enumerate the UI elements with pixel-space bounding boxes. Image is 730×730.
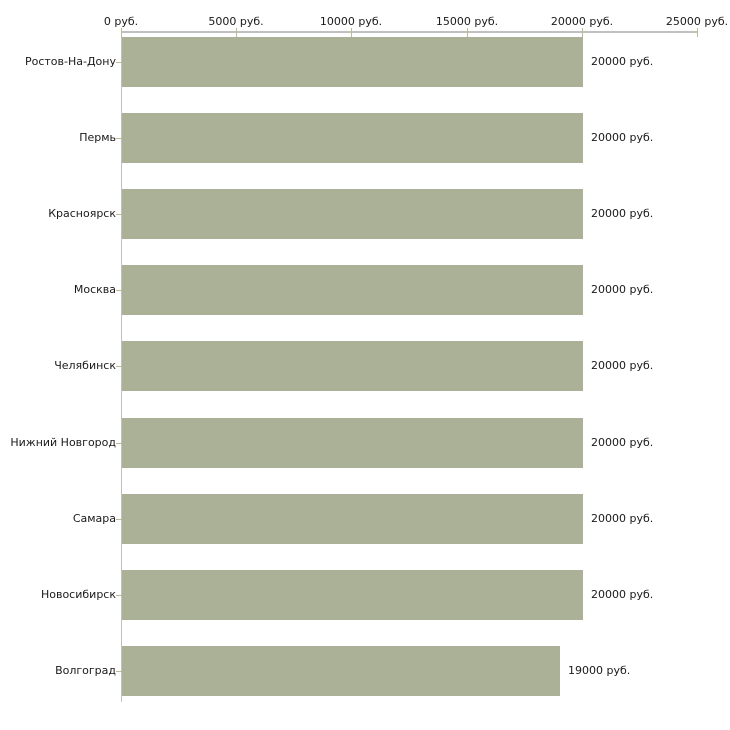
category-tick — [116, 671, 122, 672]
bar-value-label: 20000 руб. — [591, 359, 654, 372]
x-axis-tick — [121, 28, 122, 37]
x-axis-tick-label: 25000 руб. — [665, 15, 729, 28]
bar-value-label: 20000 руб. — [591, 588, 654, 601]
x-axis-tick — [697, 28, 698, 37]
category-label: Новосибирск — [40, 588, 116, 601]
x-axis-tick-label: 10000 руб. — [319, 15, 383, 28]
x-axis-tick — [236, 28, 237, 37]
category-tick — [116, 595, 122, 596]
category-label: Самара — [72, 512, 116, 525]
category-tick — [116, 366, 122, 367]
category-tick — [116, 290, 122, 291]
x-axis-tick — [467, 28, 468, 37]
bar-value-label: 20000 руб. — [591, 207, 654, 220]
category-label: Пермь — [79, 131, 116, 144]
bar-value-label: 20000 руб. — [591, 131, 654, 144]
x-axis-line — [121, 31, 698, 33]
bar-value-label: 20000 руб. — [591, 436, 654, 449]
category-tick — [116, 214, 122, 215]
bar — [122, 418, 583, 468]
bar — [122, 37, 583, 87]
category-label: Волгоград — [55, 664, 116, 677]
bar-value-label: 20000 руб. — [591, 512, 654, 525]
x-axis-tick-label: 20000 руб. — [550, 15, 614, 28]
bar — [122, 570, 583, 620]
x-axis-tick — [351, 28, 352, 37]
bar-value-label: 20000 руб. — [591, 283, 654, 296]
category-label: Нижний Новгород — [10, 436, 116, 449]
bar — [122, 494, 583, 544]
category-label: Челябинск — [54, 359, 116, 372]
bar — [122, 341, 583, 391]
category-tick — [116, 443, 122, 444]
category-label: Ростов-На-Дону — [24, 55, 116, 68]
bar — [122, 646, 560, 696]
bar — [122, 265, 583, 315]
bar — [122, 113, 583, 163]
category-tick — [116, 519, 122, 520]
x-axis-tick-label: 15000 руб. — [435, 15, 499, 28]
category-tick — [116, 62, 122, 63]
bar-value-label: 20000 руб. — [591, 55, 654, 68]
x-axis-tick — [582, 28, 583, 37]
category-label: Красноярск — [48, 207, 116, 220]
bar — [122, 189, 583, 239]
x-axis-tick-label: 5000 руб. — [208, 15, 264, 28]
bar-value-label: 19000 руб. — [568, 664, 631, 677]
x-axis-tick-label: 0 руб. — [103, 15, 139, 28]
category-tick — [116, 138, 122, 139]
category-label: Москва — [73, 283, 116, 296]
